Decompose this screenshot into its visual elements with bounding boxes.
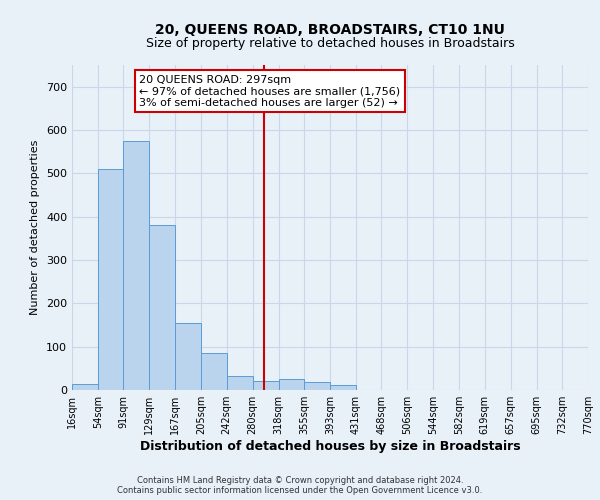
Bar — [72, 384, 98, 390]
Y-axis label: Number of detached properties: Number of detached properties — [31, 140, 40, 315]
Bar — [98, 169, 124, 390]
Text: Size of property relative to detached houses in Broadstairs: Size of property relative to detached ho… — [146, 38, 514, 51]
Bar — [330, 385, 356, 390]
Bar — [149, 226, 175, 390]
Bar — [124, 141, 149, 390]
Bar — [202, 353, 227, 390]
Text: Contains HM Land Registry data © Crown copyright and database right 2024.
Contai: Contains HM Land Registry data © Crown c… — [118, 476, 482, 495]
Bar — [304, 382, 330, 390]
Bar — [227, 376, 253, 390]
Bar — [253, 382, 278, 390]
Text: 20 QUEENS ROAD: 297sqm
← 97% of detached houses are smaller (1,756)
3% of semi-d: 20 QUEENS ROAD: 297sqm ← 97% of detached… — [139, 74, 400, 108]
Text: 20, QUEENS ROAD, BROADSTAIRS, CT10 1NU: 20, QUEENS ROAD, BROADSTAIRS, CT10 1NU — [155, 22, 505, 36]
Bar — [175, 323, 202, 390]
X-axis label: Distribution of detached houses by size in Broadstairs: Distribution of detached houses by size … — [140, 440, 520, 453]
Bar — [278, 379, 304, 390]
